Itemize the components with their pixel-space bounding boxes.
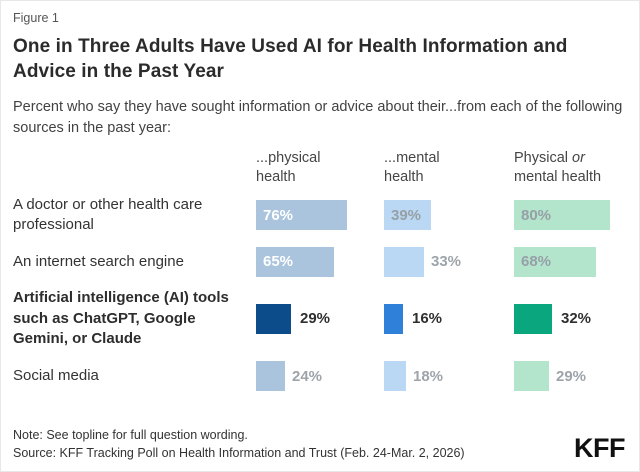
bar: 39% bbox=[384, 200, 431, 231]
bar bbox=[256, 361, 285, 391]
column-headers: ...physical health ...mental health Phys… bbox=[13, 149, 627, 187]
source-text: Source: KFF Tracking Poll on Health Info… bbox=[13, 445, 465, 460]
figure-subtitle: Percent who say they have sought informa… bbox=[13, 99, 623, 136]
bar-value-label: 76% bbox=[263, 206, 294, 224]
column-header-combined-label: Physical or mental health bbox=[514, 149, 622, 187]
bar-value-label: 39% bbox=[391, 206, 422, 224]
column-header-combined-post: mental health bbox=[514, 169, 602, 186]
column-header-physical: ...physical health bbox=[256, 149, 384, 187]
kff-logo: KFF bbox=[574, 433, 625, 463]
bar bbox=[514, 361, 549, 391]
bar: 68% bbox=[514, 246, 596, 277]
bar-cell: 29% bbox=[514, 361, 627, 391]
chart-row: Social media 24% 18% 29% bbox=[13, 361, 627, 391]
bar-cell: 65% bbox=[256, 246, 384, 277]
column-header-mental-label: ...mental health bbox=[384, 150, 440, 186]
column-header-combined-pre: Physical bbox=[514, 150, 568, 167]
bar bbox=[514, 303, 552, 334]
bar-value-label: 65% bbox=[263, 253, 294, 271]
bar-cell: 32% bbox=[514, 303, 627, 334]
bar-value-label: 80% bbox=[521, 206, 552, 224]
row-label: Social media bbox=[13, 366, 99, 384]
bar-cell: 76% bbox=[256, 200, 384, 231]
bar-value-label: 16% bbox=[412, 310, 443, 328]
bar-cell: 24% bbox=[256, 361, 384, 391]
chart-row: An internet search engine 65% 33% 68% bbox=[13, 246, 627, 277]
bar-cell: 16% bbox=[384, 303, 514, 334]
figure-footer: Note: See topline for full question word… bbox=[13, 426, 627, 462]
bar: 76% bbox=[256, 200, 347, 231]
row-label: Artificial intelligence (AI) tools such … bbox=[13, 288, 229, 348]
bar-value-label: 29% bbox=[300, 310, 331, 328]
note-text: Note: See topline for full question word… bbox=[13, 427, 248, 442]
chart-row: Artificial intelligence (AI) tools such … bbox=[13, 288, 627, 350]
row-label: A doctor or other health care profession… bbox=[13, 195, 203, 234]
bar: 65% bbox=[256, 246, 334, 277]
bar-cell: 18% bbox=[384, 361, 514, 391]
figure-label: Figure 1 bbox=[13, 11, 59, 25]
column-header-combined-or: or bbox=[572, 150, 585, 167]
column-header-combined: Physical or mental health bbox=[514, 149, 627, 187]
bar bbox=[384, 361, 406, 391]
figure-title: One in Three Adults Have Used AI for Hea… bbox=[13, 36, 568, 83]
bar-value-label: 33% bbox=[431, 253, 462, 271]
bar-value-label: 24% bbox=[292, 367, 323, 385]
bar bbox=[384, 246, 424, 277]
column-header-mental: ...mental health bbox=[384, 149, 514, 187]
bar: 80% bbox=[514, 200, 610, 231]
bar-value-label: 29% bbox=[556, 367, 587, 385]
bar-cell: 68% bbox=[514, 246, 627, 277]
bar bbox=[384, 303, 403, 334]
bar-cell: 39% bbox=[384, 200, 514, 231]
bar-value-label: 18% bbox=[413, 367, 444, 385]
chart-rows: A doctor or other health care profession… bbox=[13, 195, 627, 391]
bar-cell: 80% bbox=[514, 200, 627, 231]
chart-row: A doctor or other health care profession… bbox=[13, 195, 627, 236]
bar-cell: 33% bbox=[384, 246, 514, 277]
row-label: An internet search engine bbox=[13, 252, 184, 270]
bar-cell: 29% bbox=[256, 303, 384, 334]
column-header-physical-label: ...physical health bbox=[256, 150, 321, 186]
bar-value-label: 68% bbox=[521, 253, 552, 271]
bar-value-label: 32% bbox=[561, 310, 592, 328]
bar bbox=[256, 303, 291, 334]
